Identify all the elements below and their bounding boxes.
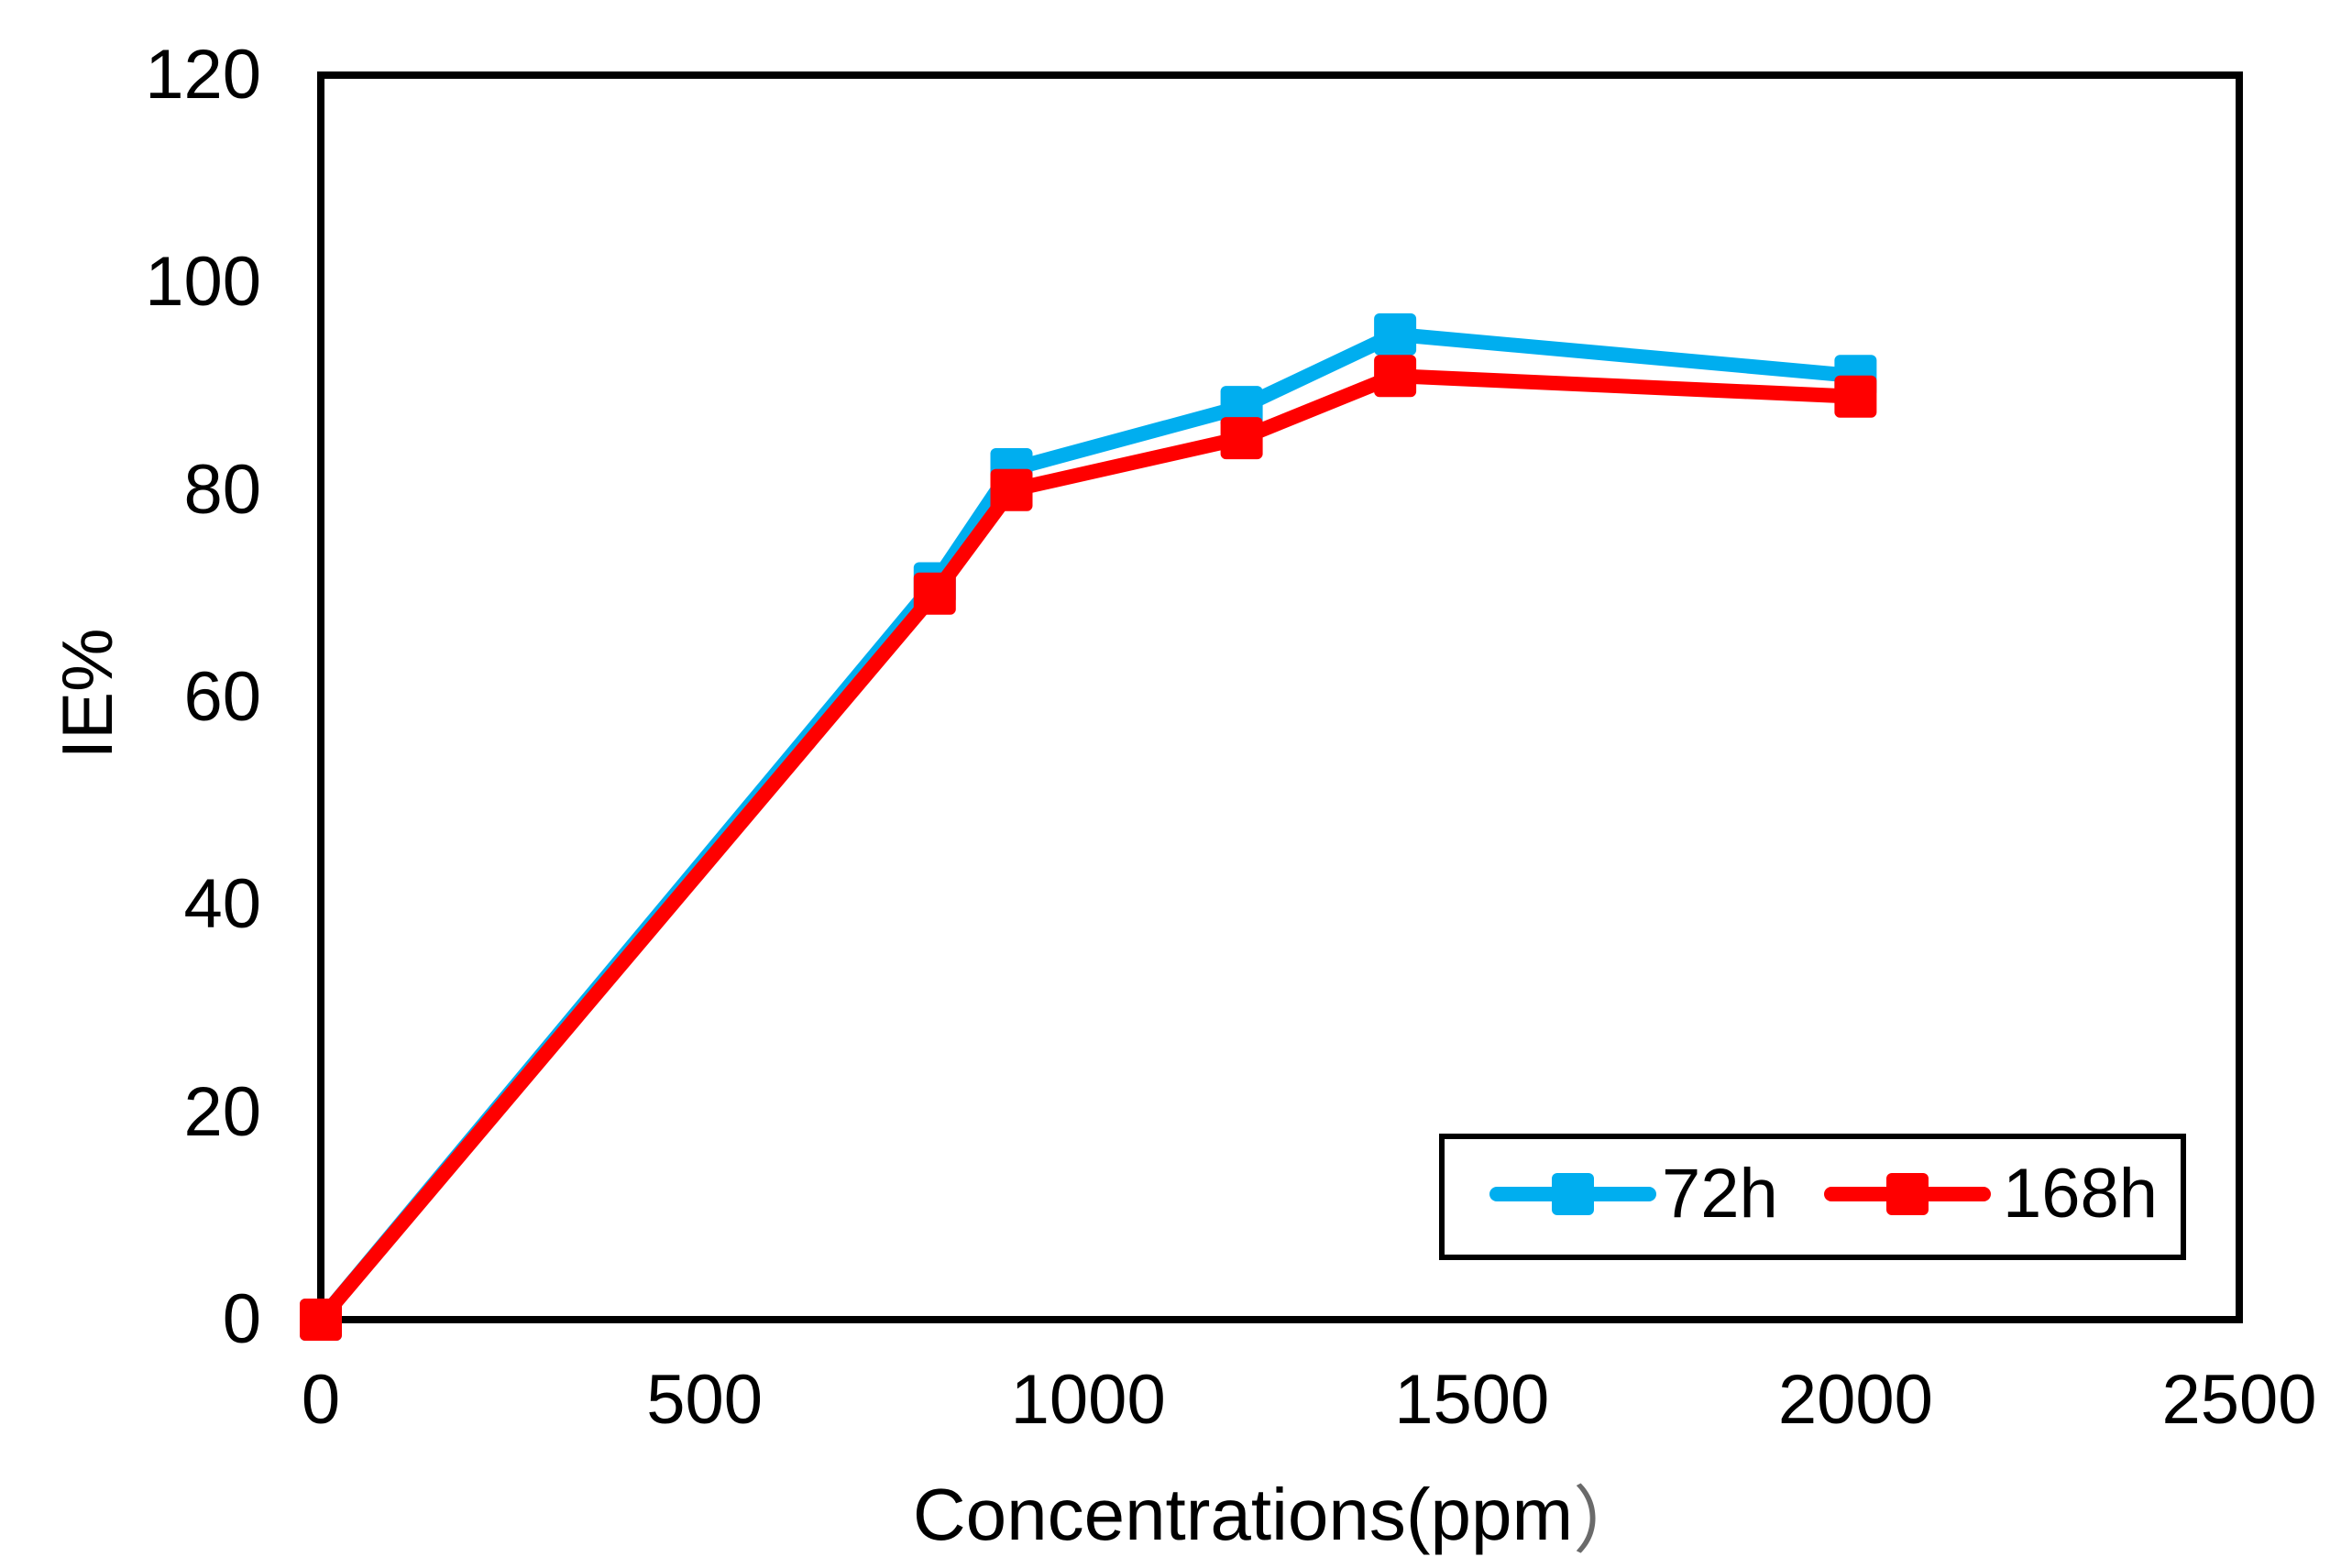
data-point-marker-168h [300,1299,342,1341]
y-axis-title: IE% [41,510,133,877]
data-point-marker-168h [1834,375,1877,418]
x-tick-label-1000: 1000 [1010,1361,1166,1439]
legend-label-168h: 168h [2003,1155,2159,1233]
legend-line-sample-72h [1489,1173,1656,1215]
y-tick-label-40: 40 [183,865,261,944]
legend-label-72h: 72h [1662,1155,1778,1233]
y-tick-label-120: 120 [145,36,261,114]
data-point-marker-168h [990,468,1033,511]
x-tick-label-2000: 2000 [1777,1361,1933,1439]
y-tick-label-100: 100 [145,243,261,322]
data-point-marker-168h [1374,355,1417,398]
x-tick-label-0: 0 [301,1361,341,1439]
plot-border [317,71,2243,1323]
x-axis-title-close-paren: ） [1573,1480,1647,1562]
x-tick-label-2500: 2500 [2161,1361,2317,1439]
y-tick-label-0: 0 [222,1280,261,1358]
data-point-marker-72h [1374,313,1417,356]
x-axis-title-text: Concentrations(ppm [912,1474,1574,1555]
series-line-168h [314,368,1856,1325]
legend-line-sample-168h [1824,1173,1991,1215]
y-tick-label-80: 80 [183,450,261,529]
data-point-marker-168h [1220,417,1263,460]
data-point-marker-168h [913,572,956,615]
x-axis-title: Concentrations(ppm） [821,1464,1738,1565]
y-tick-label-20: 20 [183,1072,261,1151]
legend: 72h 168h [1439,1134,2186,1260]
y-axis-title-text: IE% [46,628,127,760]
x-tick-label-1500: 1500 [1394,1361,1550,1439]
x-tick-label-500: 500 [646,1361,763,1439]
y-tick-label-60: 60 [183,658,261,736]
